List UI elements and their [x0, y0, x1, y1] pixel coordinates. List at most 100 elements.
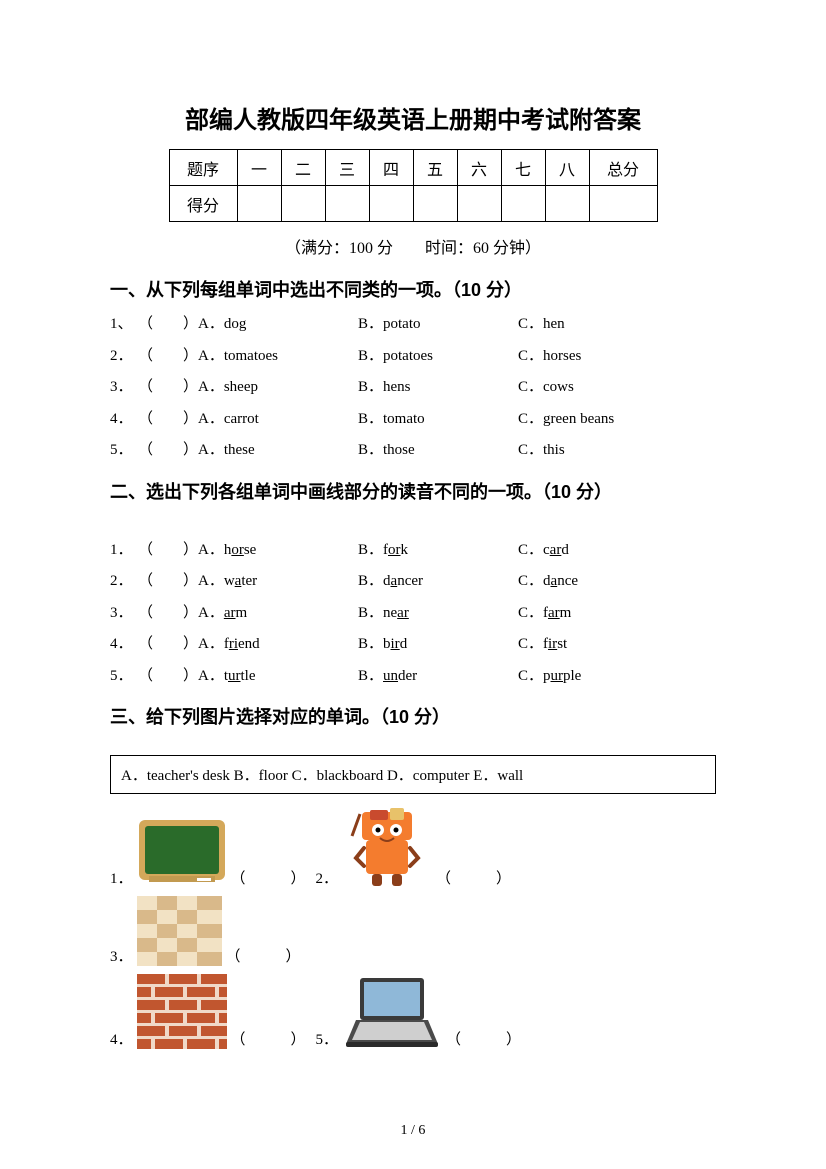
option-a: A．water: [198, 569, 358, 595]
image-item: 2． （ ）: [316, 808, 512, 888]
answer-blank: （ ）: [138, 664, 198, 690]
question-number: 1、: [110, 312, 138, 338]
option-a: A．arm: [198, 601, 358, 627]
cell-blank: [413, 186, 457, 222]
answer-blank: （ ）: [138, 375, 198, 401]
cell-blank: [589, 186, 657, 222]
cell-blank: [545, 186, 589, 222]
cell: 七: [501, 150, 545, 186]
item-number: 2．: [316, 867, 339, 888]
option-b: B．tomato: [358, 407, 518, 433]
section-2-body: 1．（ ）A．horseB．forkC．card2．（ ）A．waterB．da…: [110, 538, 716, 690]
option-c: C．cows: [518, 375, 678, 401]
item-number: 4．: [110, 1028, 133, 1049]
page-title: 部编人教版四年级英语上册期中考试附答案: [110, 100, 716, 135]
page-number: 1 / 6: [0, 1123, 826, 1139]
wall-icon: [137, 974, 227, 1049]
answer-blank: （ ）: [231, 1028, 306, 1049]
answer-blank: （ ）: [436, 867, 511, 888]
spacer: [110, 514, 716, 532]
option-a: A．horse: [198, 538, 358, 564]
question-row: 5．（ ）A．turtleB．underC．purple: [110, 664, 716, 690]
question-number: 4．: [110, 407, 138, 433]
answer-blank: （ ）: [446, 1028, 521, 1049]
answer-blank: （ ）: [138, 538, 198, 564]
option-b: B．dancer: [358, 569, 518, 595]
question-row: 5．（ ）A．theseB．thoseC．this: [110, 438, 716, 464]
answer-blank: （ ）: [138, 601, 198, 627]
question-row: 2．（ ）A．tomatoesB．potatoesC．horses: [110, 344, 716, 370]
section-heading-3: 三、给下列图片选择对应的单词。（10 分）: [110, 703, 716, 729]
cell-label: 题序: [169, 150, 237, 186]
option-c: C．this: [518, 438, 678, 464]
blackboard-icon: [137, 818, 227, 888]
option-c: C．green beans: [518, 407, 678, 433]
cell-blank: [457, 186, 501, 222]
cell-blank: [369, 186, 413, 222]
question-number: 2．: [110, 344, 138, 370]
option-b: B．potato: [358, 312, 518, 338]
answer-blank: （ ）: [138, 407, 198, 433]
option-b: B．under: [358, 664, 518, 690]
answer-blank: （ ）: [226, 945, 301, 966]
cell-blank: [237, 186, 281, 222]
image-row-2: 4． （ ） 5．: [110, 974, 716, 1057]
image-item: 3． （ ）: [110, 896, 301, 966]
option-b: B．fork: [358, 538, 518, 564]
option-b: B．hens: [358, 375, 518, 401]
question-row: 2．（ ）A．waterB．dancerC．dance: [110, 569, 716, 595]
answer-blank: （ ）: [138, 344, 198, 370]
cell-blank: [501, 186, 545, 222]
answer-blank: （ ）: [138, 569, 198, 595]
cell: 一: [237, 150, 281, 186]
cell-blank: [325, 186, 369, 222]
option-a: A．tomatoes: [198, 344, 358, 370]
option-b: B．near: [358, 601, 518, 627]
option-a: A．sheep: [198, 375, 358, 401]
cell: 四: [369, 150, 413, 186]
table-row: 题序 一 二 三 四 五 六 七 八 总分: [169, 150, 657, 186]
question-row: 4．（ ）A．carrotB．tomatoC．green beans: [110, 407, 716, 433]
question-row: 3．（ ）A．armB．nearC．farm: [110, 601, 716, 627]
answer-blank: （ ）: [231, 867, 306, 888]
option-a: A．dog: [198, 312, 358, 338]
option-c: C．first: [518, 632, 678, 658]
computer-icon: [342, 974, 442, 1049]
question-number: 4．: [110, 632, 138, 658]
cell-label: 得分: [169, 186, 237, 222]
option-a: A．friend: [198, 632, 358, 658]
option-b: B．potatoes: [358, 344, 518, 370]
question-number: 5．: [110, 664, 138, 690]
question-number: 1．: [110, 538, 138, 564]
image-item: 1． （ ）: [110, 818, 306, 888]
cell-total: 总分: [589, 150, 657, 186]
option-c: C．card: [518, 538, 678, 564]
option-c: C．farm: [518, 601, 678, 627]
item-number: 1．: [110, 867, 133, 888]
answer-blank: （ ）: [138, 312, 198, 338]
section-heading-2: 二、选出下列各组单词中画线部分的读音不同的一项。（10 分）: [110, 478, 716, 504]
options-box: A．teacher's desk B．floor C．blackboard D．…: [110, 755, 716, 794]
cell-blank: [281, 186, 325, 222]
option-a: A．these: [198, 438, 358, 464]
page: 部编人教版四年级英语上册期中考试附答案 题序 一 二 三 四 五 六 七 八 总…: [0, 0, 826, 1169]
item-number: 5．: [316, 1028, 339, 1049]
question-row: 4．（ ）A．friendB．birdC．first: [110, 632, 716, 658]
cell: 八: [545, 150, 589, 186]
option-c: C．dance: [518, 569, 678, 595]
desk-icon: [342, 808, 432, 888]
cell: 二: [281, 150, 325, 186]
score-table: 题序 一 二 三 四 五 六 七 八 总分 得分: [169, 149, 658, 222]
question-row: 1．（ ）A．horseB．forkC．card: [110, 538, 716, 564]
table-row: 得分: [169, 186, 657, 222]
section-heading-1: 一、从下列每组单词中选出不同类的一项。（10 分）: [110, 276, 716, 302]
option-c: C．horses: [518, 344, 678, 370]
question-number: 3．: [110, 375, 138, 401]
cell: 五: [413, 150, 457, 186]
cell: 三: [325, 150, 369, 186]
question-row: 1、（ ）A．dogB．potatoC．hen: [110, 312, 716, 338]
image-row-1: 1． （ ） 2．: [110, 808, 716, 974]
option-c: C．hen: [518, 312, 678, 338]
image-item: 4． （ ）: [110, 974, 306, 1049]
question-number: 5．: [110, 438, 138, 464]
